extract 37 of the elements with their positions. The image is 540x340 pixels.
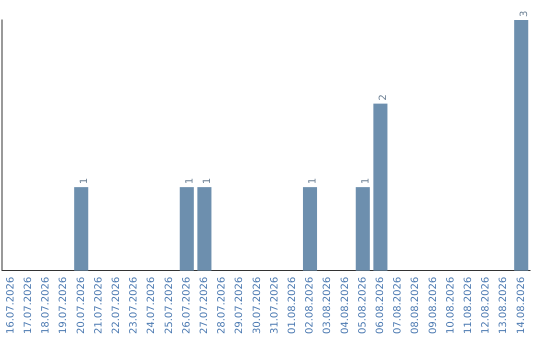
x-tick-label: 22.07.2026 bbox=[110, 276, 122, 334]
x-tick-label: 27.07.2026 bbox=[198, 276, 210, 334]
x-tick-label: 02.08.2026 bbox=[304, 276, 316, 334]
x-tick-label: 19.07.2026 bbox=[58, 276, 70, 334]
x-tick-label: 28.07.2026 bbox=[216, 276, 228, 334]
x-tick-label: 13.08.2026 bbox=[498, 276, 510, 334]
data-label: 1 bbox=[202, 178, 213, 184]
x-tick-label: 12.08.2026 bbox=[480, 276, 492, 334]
data-label: 1 bbox=[184, 178, 196, 184]
x-tick-label: 11.08.2026 bbox=[462, 276, 474, 334]
x-tick-label: 05.08.2026 bbox=[357, 276, 368, 334]
x-tick-label: 24.07.2026 bbox=[146, 276, 158, 334]
data-label: 1 bbox=[308, 178, 319, 184]
x-tick-label: 08.08.2026 bbox=[410, 276, 422, 334]
x-tick-label: 09.08.2026 bbox=[428, 276, 439, 334]
x-tick-label: 25.07.2026 bbox=[164, 276, 175, 334]
x-tick-label: 26.07.2026 bbox=[181, 276, 192, 334]
data-label: 1 bbox=[360, 178, 372, 184]
x-tick-label: 29.07.2026 bbox=[234, 276, 246, 334]
x-tick-label: 23.07.2026 bbox=[128, 276, 140, 334]
x-tick-label: 17.07.2026 bbox=[22, 276, 34, 334]
x-tick-label: 10.08.2026 bbox=[445, 276, 456, 334]
x-tick-label: 14.08.2026 bbox=[516, 276, 527, 334]
x-tick-label: 18.07.2026 bbox=[40, 276, 52, 334]
x-tick-label: 06.08.2026 bbox=[374, 276, 386, 334]
data-label: 2 bbox=[378, 94, 389, 101]
x-tick-label: 07.08.2026 bbox=[392, 276, 404, 334]
x-tick-label: 21.07.2026 bbox=[93, 276, 104, 334]
x-tick-label: 01.08.2026 bbox=[286, 276, 298, 334]
data-label: 1 bbox=[78, 178, 90, 184]
x-tick-label: 20.07.2026 bbox=[76, 276, 87, 334]
x-tick-label: 03.08.2026 bbox=[322, 276, 334, 334]
data-label: 3 bbox=[518, 10, 530, 17]
x-tick-label: 04.08.2026 bbox=[340, 276, 351, 334]
x-tick-label: 16.07.2026 bbox=[5, 276, 16, 334]
x-tick-label: 30.07.2026 bbox=[252, 276, 263, 334]
x-tick-label: 31.07.2026 bbox=[269, 276, 280, 334]
